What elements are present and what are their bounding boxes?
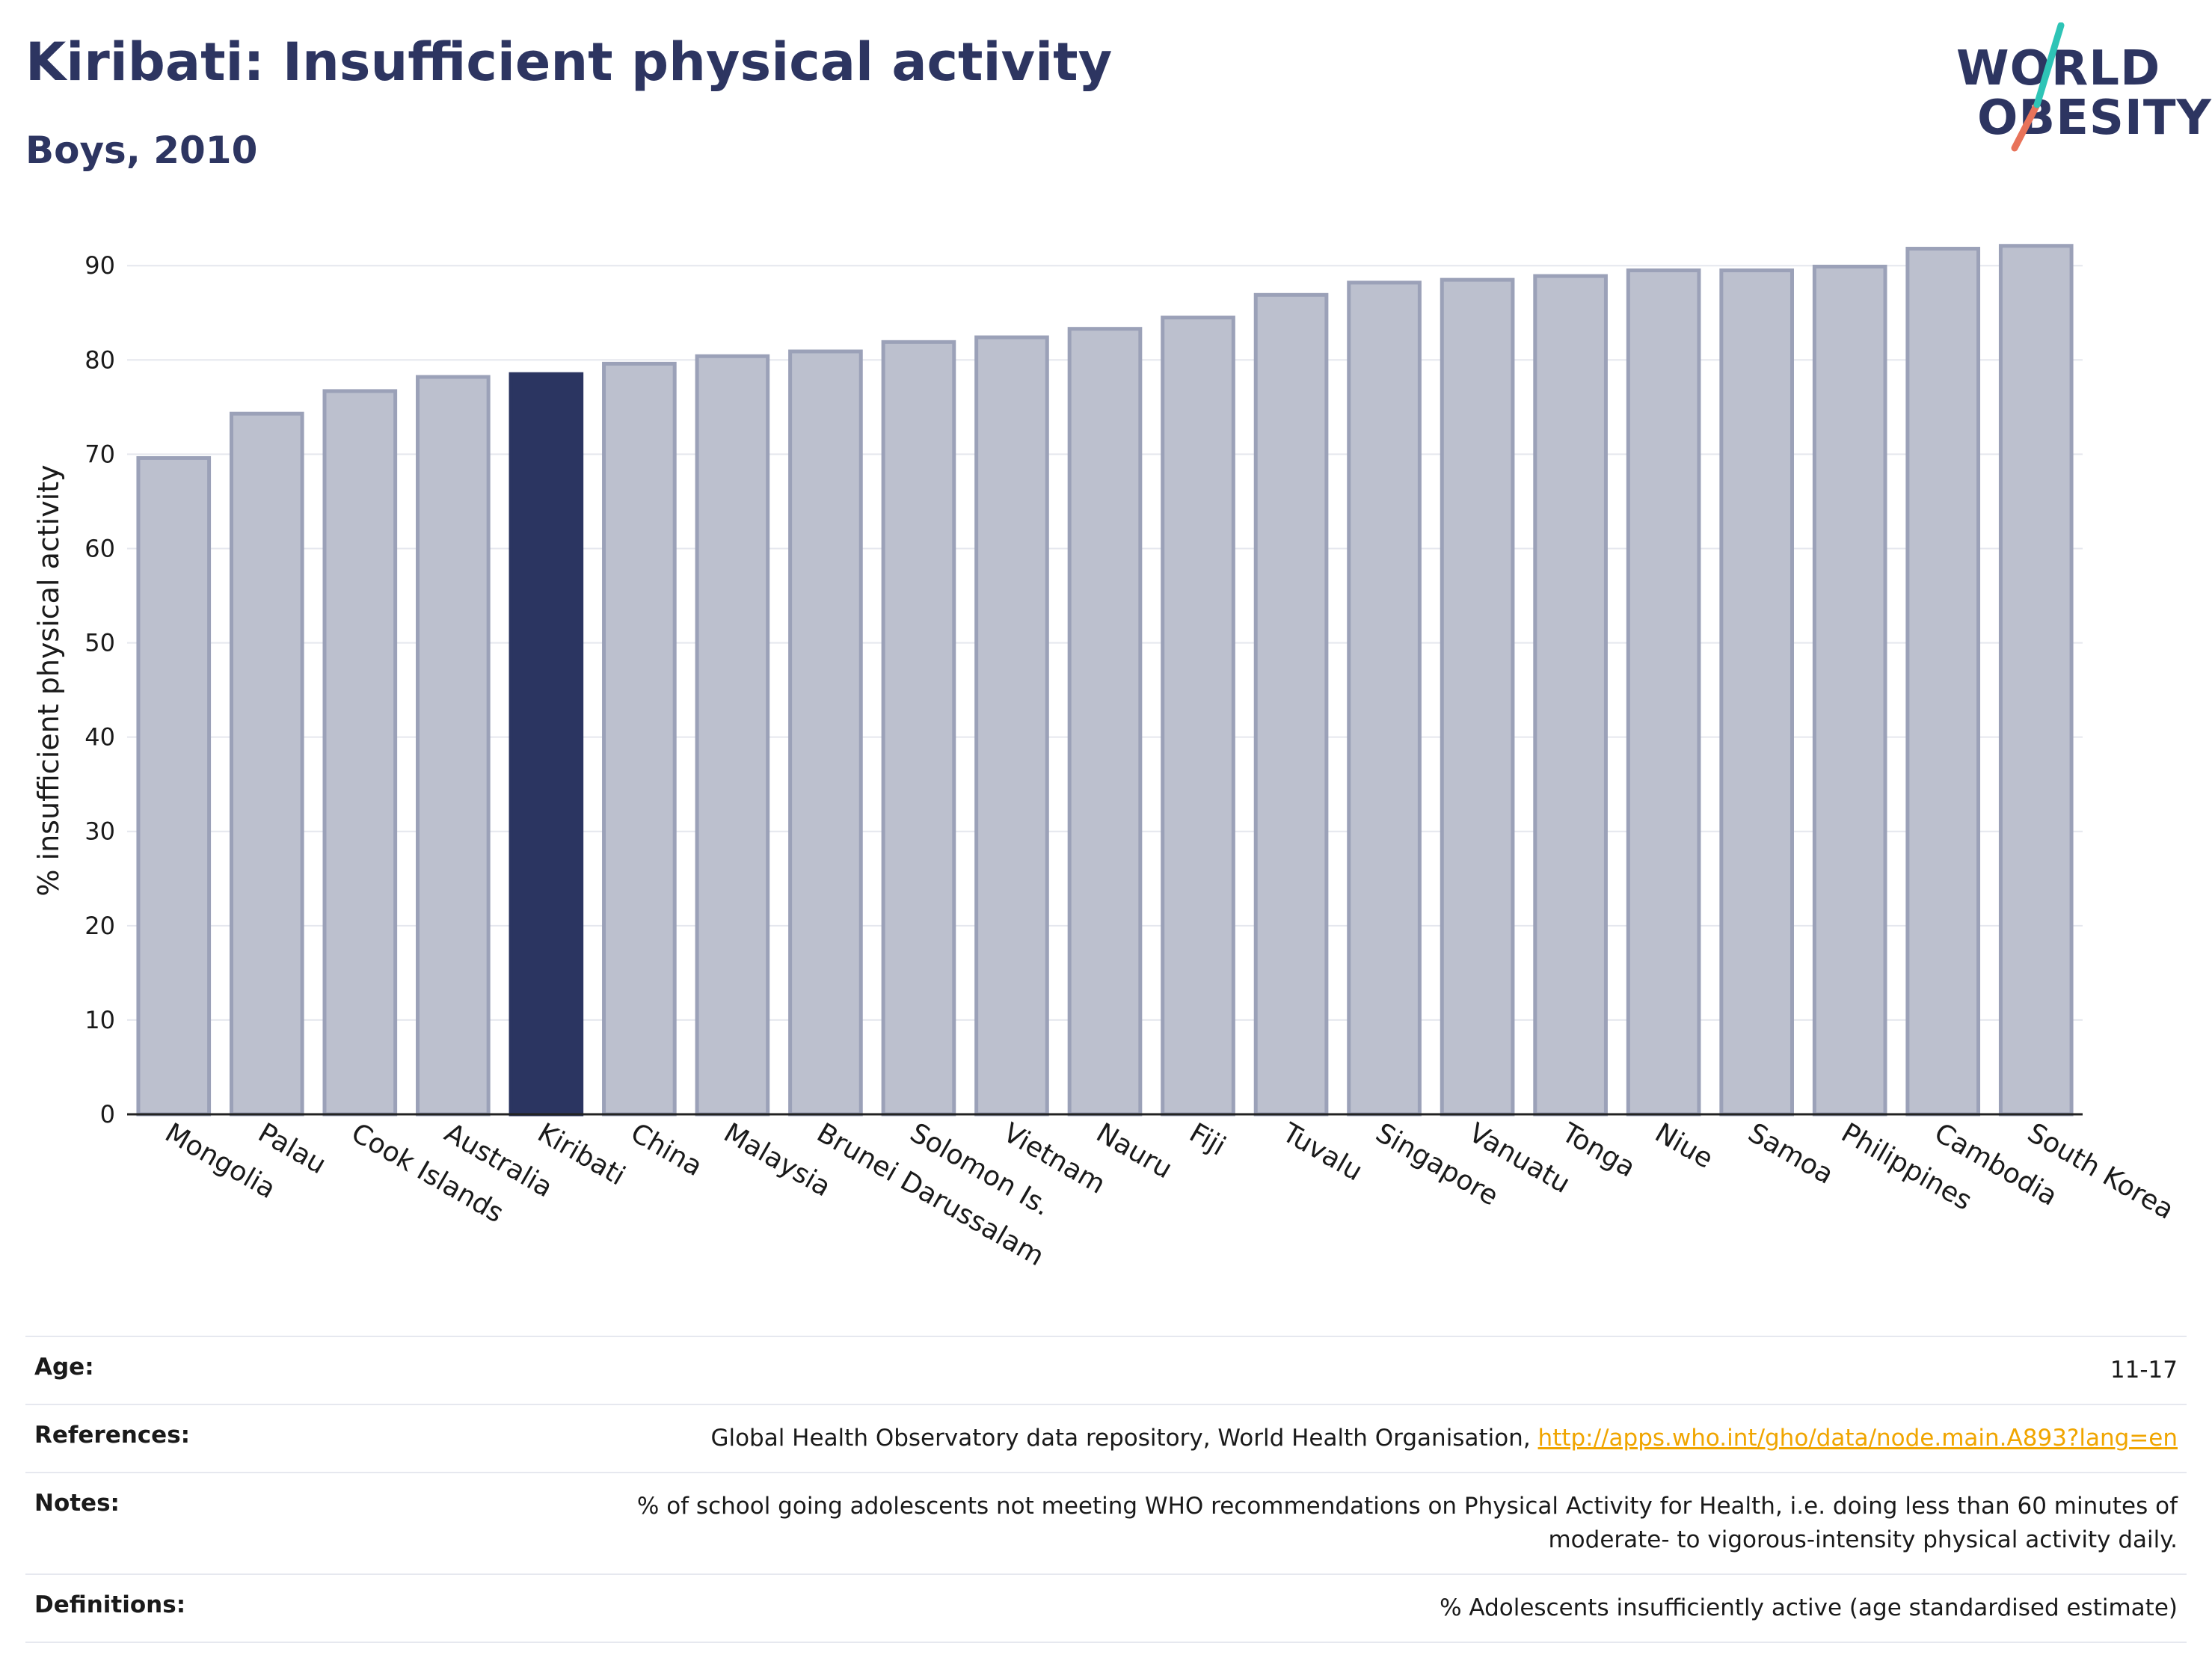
bar-vietnam xyxy=(974,335,1049,1117)
bar-cook-islands xyxy=(322,389,398,1117)
bar-mongolia xyxy=(136,455,212,1117)
notes-value: % of school going adolescents not meetin… xyxy=(637,1490,2178,1557)
logo-line-2: OBESITY xyxy=(1977,90,2212,146)
y-tick-label: 80 xyxy=(85,346,115,374)
bar-vanuatu xyxy=(1440,277,1515,1117)
bar-south-korea xyxy=(1998,244,2074,1117)
x-tick-label: Malaysia xyxy=(719,1117,836,1203)
bar-tonga xyxy=(1533,274,1608,1117)
y-tick-label: 0 xyxy=(100,1100,115,1129)
meta-row-age: Age: 11-17 xyxy=(25,1336,2187,1404)
bar-brunei-darussalam xyxy=(788,349,863,1117)
bar-china xyxy=(602,361,677,1117)
references-label: References: xyxy=(34,1421,191,1449)
y-tick-label: 70 xyxy=(85,440,115,468)
x-tick-label: Niue xyxy=(1650,1117,1718,1174)
references-value: Global Health Observatory data repositor… xyxy=(710,1422,2178,1455)
meta-row-notes: Notes: % of school going adolescents not… xyxy=(25,1471,2187,1573)
y-tick-label: 50 xyxy=(85,629,115,657)
bar-niue xyxy=(1626,268,1701,1117)
bar-samoa xyxy=(1719,268,1794,1117)
y-tick-label: 10 xyxy=(85,1006,115,1034)
y-tick-label: 20 xyxy=(85,912,115,940)
x-tick-label: Tuvalu xyxy=(1276,1117,1367,1188)
definitions-label: Definitions: xyxy=(34,1591,186,1618)
notes-line-2: moderate- to vigorous-intensity physical… xyxy=(1548,1526,2178,1553)
age-value: 11-17 xyxy=(2110,1357,2178,1384)
bar-australia xyxy=(416,375,491,1117)
bar-philippines xyxy=(1812,264,1887,1117)
y-tick-label: 30 xyxy=(85,817,115,846)
y-axis-label: % insufficient physical activity xyxy=(32,464,65,896)
y-tick-label: 60 xyxy=(85,534,115,562)
x-tick-label: Fiji xyxy=(1185,1117,1231,1162)
definitions-value: % Adolescents insufficiently active (age… xyxy=(1440,1594,2178,1621)
bar-tuvalu xyxy=(1253,292,1329,1117)
bar-malaysia xyxy=(695,354,770,1117)
notes-label: Notes: xyxy=(34,1489,120,1517)
references-text: Global Health Observatory data repositor… xyxy=(710,1424,1531,1452)
meta-row-definitions: Definitions: % Adolescents insufficientl… xyxy=(25,1573,2187,1643)
bar-palau xyxy=(229,411,304,1117)
bar-fiji xyxy=(1161,316,1235,1117)
bar-singapore xyxy=(1347,280,1422,1117)
bars xyxy=(136,244,2074,1117)
world-obesity-logo: WORLD OBESITY xyxy=(1944,22,2211,157)
y-tick-label: 40 xyxy=(85,723,115,752)
notes-line-1: % of school going adolescents not meetin… xyxy=(636,1492,2178,1520)
bar-kiribati xyxy=(509,372,584,1117)
bar-cambodia xyxy=(1905,247,1981,1117)
bar-solomon-is- xyxy=(881,340,956,1117)
chart-subtitle: Boys, 2010 xyxy=(25,129,258,172)
age-label: Age: xyxy=(34,1354,94,1381)
bar-nauru xyxy=(1067,327,1143,1117)
logo-line-1: WORLD xyxy=(1956,41,2161,96)
y-tick-label: 90 xyxy=(85,251,115,280)
logo-slash-icon xyxy=(2011,22,2065,152)
metadata-table: Age: 11-17 References: Global Health Obs… xyxy=(25,1336,2187,1643)
meta-row-references: References: Global Health Observatory da… xyxy=(25,1403,2187,1472)
references-link[interactable]: http://apps.who.int/gho/data/node.main.A… xyxy=(1537,1424,2178,1452)
x-tick-label: China xyxy=(625,1117,707,1182)
x-tick-label: Samoa xyxy=(1743,1117,1839,1191)
chart-title: Kiribati: Insufficient physical activity xyxy=(25,31,1113,93)
